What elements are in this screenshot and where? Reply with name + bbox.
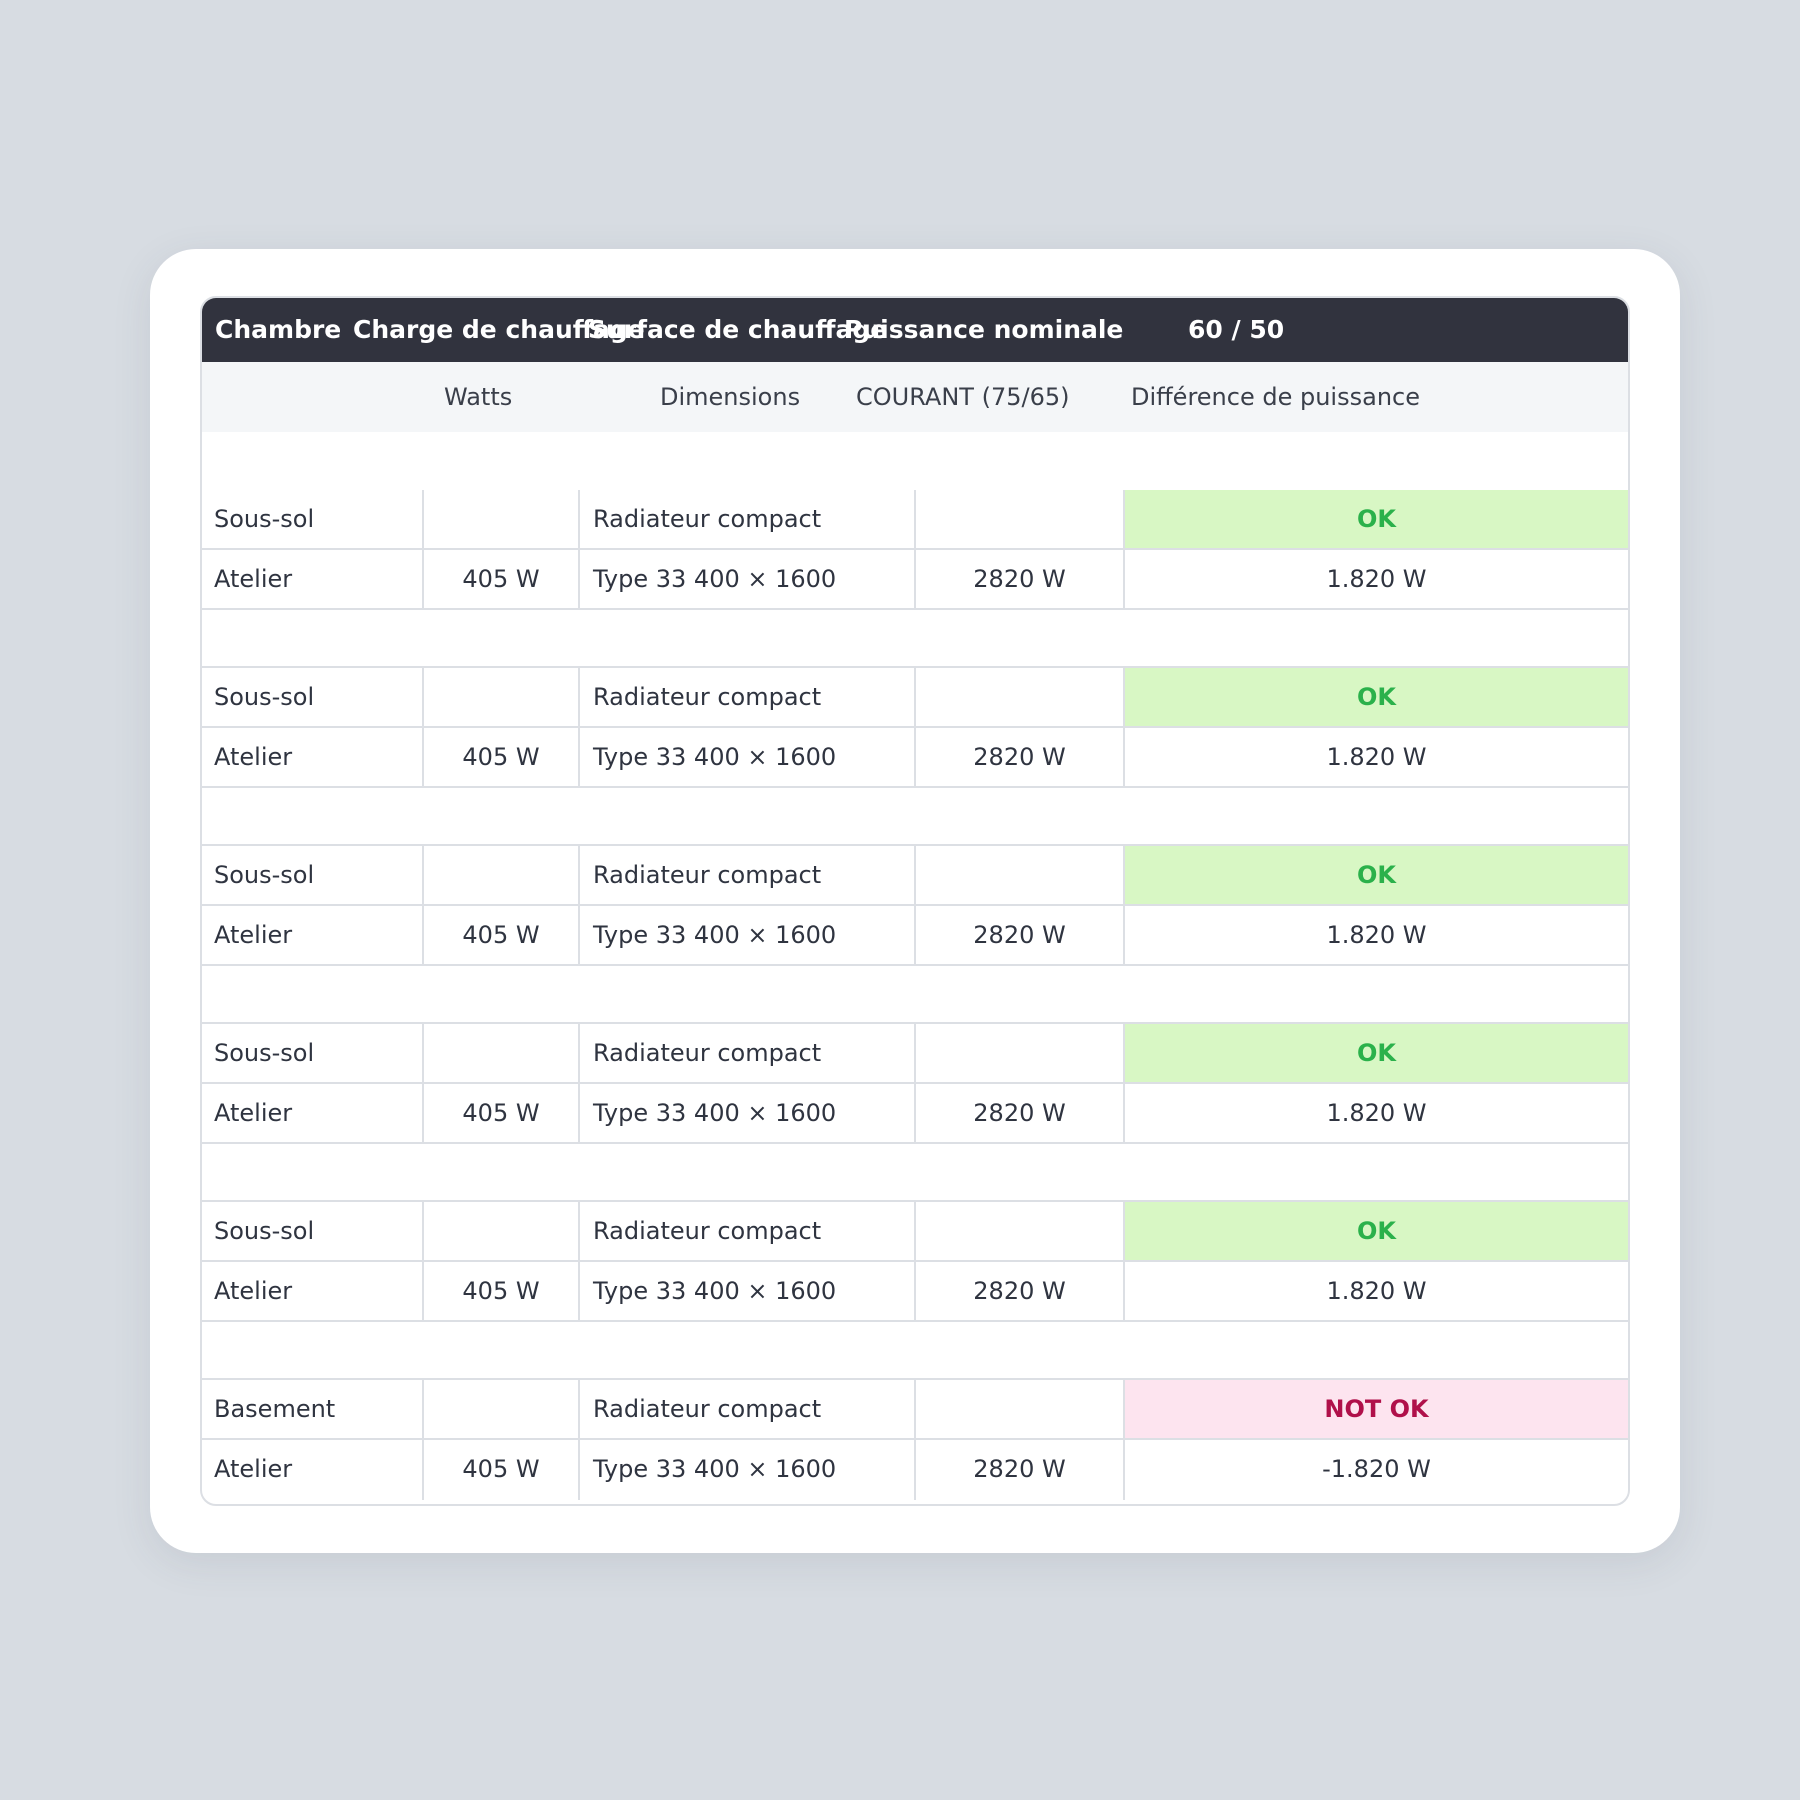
dimensions-cell: Type 33 400 × 1600 [580, 550, 916, 608]
watts-cell: 405 W [424, 728, 580, 786]
table-spacer [202, 788, 1628, 846]
watts-cell: 405 W [424, 1084, 580, 1142]
empty-cell [916, 668, 1125, 726]
header-charge: Charge de chauffage [353, 315, 645, 344]
empty-cell [916, 1202, 1125, 1260]
area-cell: Atelier [202, 1440, 424, 1500]
table-spacer [202, 966, 1628, 1024]
status-badge: OK [1125, 668, 1628, 726]
table-spacer [202, 432, 1628, 490]
room-cell: Sous-sol [202, 1024, 424, 1082]
empty-cell [916, 1024, 1125, 1082]
empty-cell [424, 846, 580, 904]
current-cell: 2820 W [916, 1440, 1125, 1500]
difference-cell: 1.820 W [1326, 743, 1427, 771]
table-spacer [202, 1322, 1628, 1380]
difference-cell: 1.820 W [1326, 1277, 1427, 1305]
empty-cell [916, 490, 1125, 548]
room-cell: Sous-sol [202, 1202, 424, 1260]
dimensions-cell: Type 33 400 × 1600 [580, 1262, 916, 1320]
area-cell: Atelier [202, 728, 424, 786]
difference-cell: 1.820 W [1326, 565, 1427, 593]
table-spacer [202, 1144, 1628, 1202]
radiator-cell: Radiateur compact [580, 490, 916, 548]
table-row: Sous-sol Radiateur compact OK [202, 1202, 1628, 1262]
room-cell: Basement [202, 1380, 424, 1438]
empty-cell [424, 668, 580, 726]
table-row: Atelier 405 W Type 33 400 × 1600 2820 W … [202, 550, 1628, 610]
status-badge: OK [1125, 490, 1628, 548]
difference-cell: 1.820 W [1326, 921, 1427, 949]
room-cell: Sous-sol [202, 490, 424, 548]
area-cell: Atelier [202, 906, 424, 964]
current-cell: 2820 W [916, 1262, 1125, 1320]
status-badge: OK [1125, 1202, 1628, 1260]
status-badge: OK [1125, 1024, 1628, 1082]
radiator-table: Chambre Charge de chauffage Surface de c… [200, 296, 1630, 1506]
dimensions-cell: Type 33 400 × 1600 [580, 728, 916, 786]
area-cell: Atelier [202, 1084, 424, 1142]
current-cell: 2820 W [916, 1084, 1125, 1142]
header-chambre: Chambre [215, 315, 342, 344]
area-cell: Atelier [202, 550, 424, 608]
table-row: Sous-sol Radiateur compact OK [202, 846, 1628, 906]
current-cell: 2820 W [916, 550, 1125, 608]
dimensions-cell: Type 33 400 × 1600 [580, 906, 916, 964]
room-cell: Sous-sol [202, 846, 424, 904]
subheader-courant: COURANT (75/65) [856, 383, 1070, 411]
subheader-dimensions: Dimensions [660, 383, 801, 411]
table-row: Sous-sol Radiateur compact OK [202, 668, 1628, 728]
table-header: Chambre Charge de chauffage Surface de c… [202, 298, 1628, 362]
table-row: Basement Radiateur compact NOT OK [202, 1380, 1628, 1440]
difference-cell: -1.820 W [1322, 1455, 1431, 1483]
dimensions-cell: Type 33 400 × 1600 [580, 1440, 916, 1500]
empty-cell [916, 846, 1125, 904]
watts-cell: 405 W [424, 1440, 580, 1500]
empty-cell [424, 490, 580, 548]
watts-cell: 405 W [424, 550, 580, 608]
table-row: Atelier 405 W Type 33 400 × 1600 2820 W … [202, 906, 1628, 966]
subheader-difference: Différence de puissance [1131, 383, 1420, 411]
dimensions-cell: Type 33 400 × 1600 [580, 1084, 916, 1142]
watts-cell: 405 W [424, 1262, 580, 1320]
table-row: Sous-sol Radiateur compact OK [202, 490, 1628, 550]
watts-cell: 405 W [424, 906, 580, 964]
status-badge: OK [1125, 846, 1628, 904]
empty-cell [916, 1380, 1125, 1438]
radiator-cell: Radiateur compact [580, 1380, 916, 1438]
difference-cell: 1.820 W [1326, 1099, 1427, 1127]
radiator-cell: Radiateur compact [580, 846, 916, 904]
empty-cell [424, 1024, 580, 1082]
current-cell: 2820 W [916, 728, 1125, 786]
empty-cell [424, 1202, 580, 1260]
empty-cell [424, 1380, 580, 1438]
current-cell: 2820 W [916, 906, 1125, 964]
radiator-cell: Radiateur compact [580, 1202, 916, 1260]
area-cell: Atelier [202, 1262, 424, 1320]
radiator-cell: Radiateur compact [580, 668, 916, 726]
table-subheader: Watts Dimensions COURANT (75/65) Différe… [202, 362, 1628, 432]
table-row: Sous-sol Radiateur compact OK [202, 1024, 1628, 1084]
table-row: Atelier 405 W Type 33 400 × 1600 2820 W … [202, 728, 1628, 788]
subheader-watts: Watts [444, 383, 513, 411]
header-ratio: 60 / 50 [1188, 315, 1285, 344]
status-badge: NOT OK [1125, 1380, 1628, 1438]
radiator-cell: Radiateur compact [580, 1024, 916, 1082]
table-row: Atelier 405 W Type 33 400 × 1600 2820 W … [202, 1084, 1628, 1144]
table-row: Atelier 405 W Type 33 400 × 1600 2820 W … [202, 1440, 1628, 1500]
header-surface: Surface de chauffage [588, 315, 888, 344]
room-cell: Sous-sol [202, 668, 424, 726]
header-puissance: Puissance nominale [844, 315, 1124, 344]
table-row: Atelier 405 W Type 33 400 × 1600 2820 W … [202, 1262, 1628, 1322]
table-spacer [202, 610, 1628, 668]
